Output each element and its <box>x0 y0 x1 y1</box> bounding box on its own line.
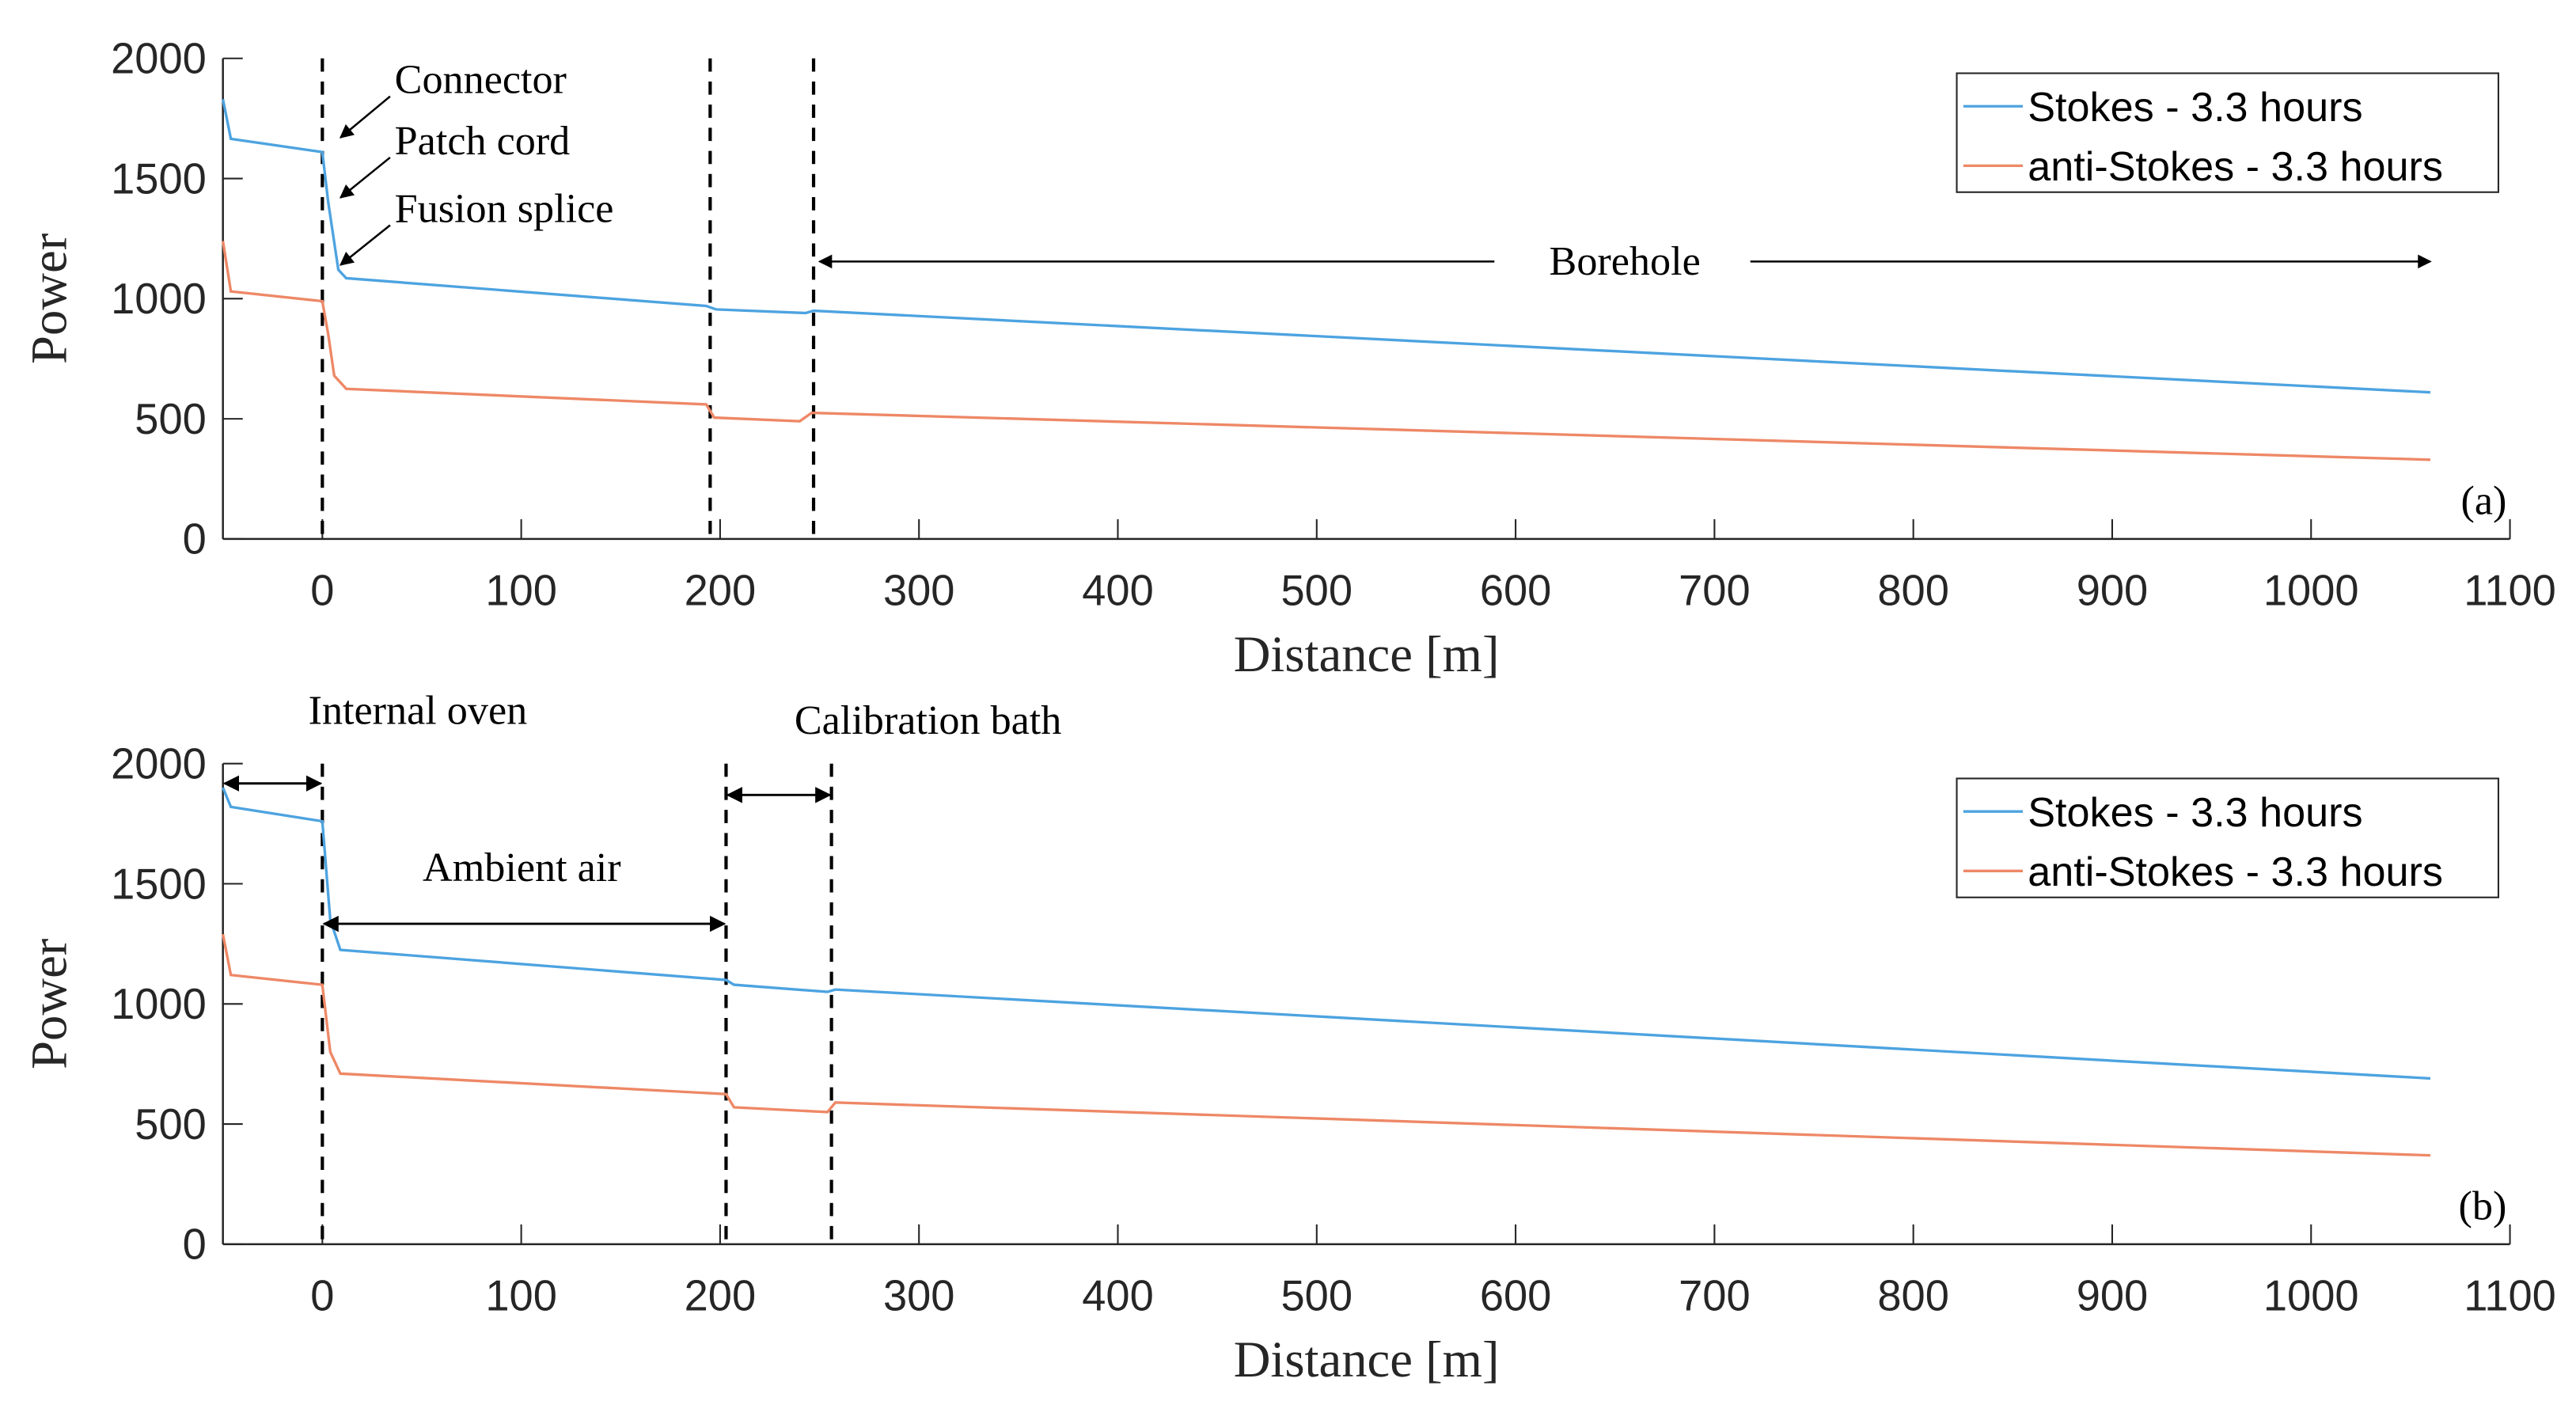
x-tick-label: 300 <box>883 1272 955 1320</box>
x-axis-label: Distance [m] <box>1234 1331 1500 1388</box>
y-tick-label: 0 <box>183 516 207 564</box>
annotation-label: Patch cord <box>395 119 571 164</box>
x-tick-label: 800 <box>1877 567 1949 614</box>
x-tick-label: 900 <box>2077 1272 2149 1320</box>
x-tick-label: 0 <box>310 567 334 614</box>
series-line-stokes <box>222 98 2431 394</box>
y-tick-label: 2000 <box>111 740 207 788</box>
x-tick-label: 400 <box>1082 567 1154 614</box>
panel-label: (b) <box>2459 1184 2507 1229</box>
annotation-label: Connector <box>395 58 567 103</box>
legend-box <box>1956 777 2499 898</box>
x-tick-label: 200 <box>685 567 757 614</box>
legend-box <box>1956 72 2499 193</box>
x-tick-label: 100 <box>485 1272 557 1320</box>
y-tick-label: 1500 <box>111 860 207 908</box>
chart-panel-a: 0 500 1000 1500 2000 0 100 200 300 400 500 600 700 80… <box>20 36 2555 682</box>
x-tick-label: 400 <box>1082 1272 1154 1320</box>
annotation-label: Fusion splice <box>395 186 614 231</box>
x-tick-label: 100 <box>485 567 557 614</box>
y-tick-label: 1000 <box>111 981 207 1028</box>
annotation-label: Ambient air <box>423 845 621 890</box>
x-tick-label: 300 <box>883 567 955 614</box>
x-tick-label: 200 <box>685 1272 757 1320</box>
x-tick-label: 1100 <box>2464 1272 2556 1320</box>
y-tick-label: 2000 <box>111 36 207 83</box>
x-tick-label: 700 <box>1679 1272 1751 1320</box>
y-tick-label: 500 <box>135 396 207 443</box>
legend-label: anti-Stokes - 3.3 hours <box>2028 144 2443 190</box>
series-line-anti-stokes <box>222 241 2431 461</box>
y-tick-label: 0 <box>183 1221 207 1269</box>
y-tick-label: 1000 <box>111 275 207 323</box>
x-tick-label: 1000 <box>2263 1272 2359 1320</box>
x-tick-label: 1100 <box>2464 567 2556 614</box>
legend-label: Stokes - 3.3 hours <box>2028 790 2362 836</box>
x-axis-label: Distance [m] <box>1234 625 1500 682</box>
series-line-stokes <box>222 787 2431 1080</box>
series-line-anti-stokes <box>222 933 2431 1157</box>
x-tick-label: 900 <box>2077 567 2149 614</box>
annotation-label: Borehole <box>1550 239 1701 284</box>
annotation-label: Internal oven <box>309 689 528 734</box>
annotation-arrow <box>339 224 391 266</box>
x-tick-label: 700 <box>1679 567 1751 614</box>
annotation-label: Calibration bath <box>795 698 1061 743</box>
annotation-arrow <box>339 95 391 139</box>
x-tick-label: 600 <box>1480 567 1552 614</box>
x-tick-label: 0 <box>310 1272 334 1320</box>
legend-label: anti-Stokes - 3.3 hours <box>2028 849 2443 895</box>
y-axis-label: Power <box>20 234 77 364</box>
x-tick-label: 500 <box>1281 567 1353 614</box>
y-tick-label: 500 <box>135 1101 207 1149</box>
legend-label: Stokes - 3.3 hours <box>2028 85 2362 131</box>
chart-panel-b: 0 500 1000 1500 2000 0 100 200 300 400 500 600 700 80… <box>20 689 2555 1388</box>
y-tick-label: 1500 <box>111 155 207 203</box>
x-tick-label: 1000 <box>2263 567 2359 614</box>
annotation-arrow <box>339 156 391 199</box>
x-tick-label: 500 <box>1281 1272 1353 1320</box>
x-tick-label: 600 <box>1480 1272 1552 1320</box>
y-axis-label: Power <box>20 939 77 1069</box>
x-tick-label: 800 <box>1877 1272 1949 1320</box>
panel-label: (a) <box>2460 479 2506 524</box>
